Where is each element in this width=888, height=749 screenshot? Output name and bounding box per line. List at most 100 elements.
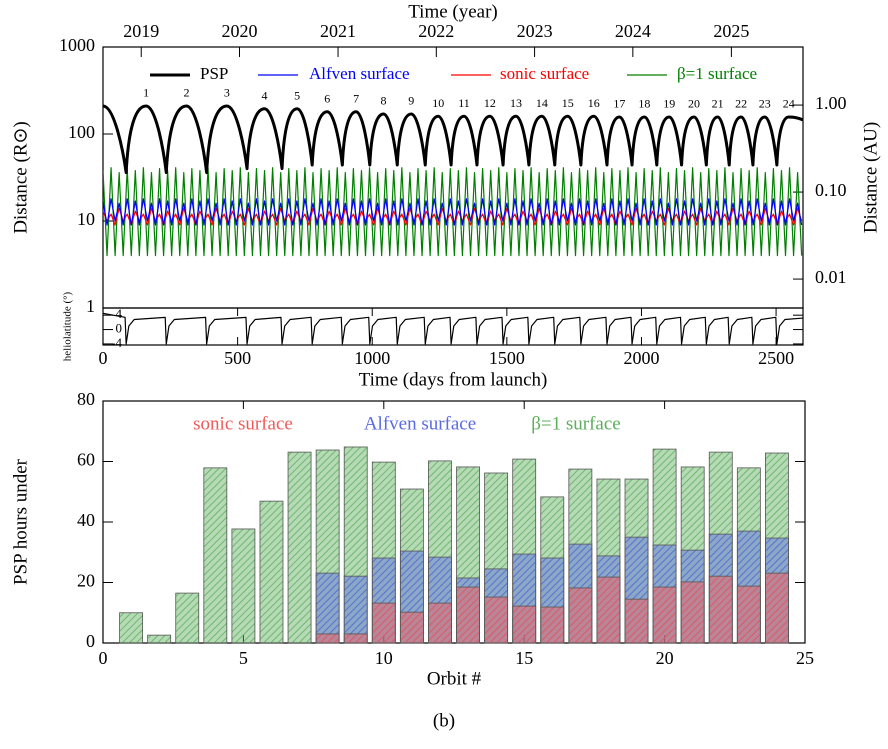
x-tick-label: 500 (224, 348, 251, 368)
orbit-number: 16 (588, 96, 600, 110)
plot-area (103, 312, 803, 345)
y-tick-label: 0 (86, 631, 95, 651)
x-tick-label: 5 (239, 648, 248, 668)
legend-label: PSP (200, 64, 228, 83)
x-axis-label: Orbit # (427, 668, 482, 689)
orbit-number: 11 (458, 96, 470, 110)
bar (765, 572, 789, 644)
bar (652, 586, 677, 644)
orbit-number: 13 (510, 96, 522, 110)
orbit-number: 8 (381, 94, 387, 108)
plot-area (103, 104, 803, 257)
orbit-number: 15 (562, 96, 574, 110)
bar (736, 585, 761, 644)
orbit-number: 23 (759, 97, 771, 111)
bar (203, 467, 228, 644)
orbit-number: 17 (613, 97, 625, 111)
heliolatitude-line (103, 312, 803, 345)
bar (315, 633, 340, 644)
orbit-number: 4 (262, 89, 268, 103)
bar (259, 500, 284, 644)
y-axis-label: PSP hours under (10, 458, 31, 585)
legend-label: sonic surface (500, 64, 589, 83)
bar (343, 633, 368, 644)
y-tick-label: 4 (116, 306, 123, 321)
y-tick-label: 1000 (59, 35, 95, 55)
bar (231, 528, 256, 644)
bar (287, 451, 312, 644)
orbit-number: 21 (712, 97, 724, 111)
bar (399, 611, 424, 644)
orbit-number: 18 (638, 97, 650, 111)
bar (484, 596, 509, 644)
y-tick-label: 40 (77, 510, 95, 530)
x2-tick-label: 2019 (123, 21, 159, 41)
bar (624, 598, 649, 644)
x2-tick-label: 2024 (615, 21, 651, 41)
y2-tick-label: 0.10 (815, 180, 847, 200)
x2-tick-label: 2020 (222, 21, 258, 41)
plot-frame (102, 307, 804, 346)
orbit-number: 14 (536, 96, 548, 110)
orbit-number: 12 (484, 96, 496, 110)
y-tick-label: 0 (116, 321, 123, 336)
bar (456, 586, 480, 644)
bar (540, 606, 565, 644)
y2-tick-label: 0.01 (815, 267, 847, 287)
legend-label: β=1 surface (677, 64, 757, 83)
orbit-number: 20 (688, 97, 700, 111)
orbit-number: 10 (432, 96, 444, 110)
orbit-number: 9 (408, 94, 414, 108)
bar (315, 572, 340, 644)
orbit-number: 3 (224, 86, 230, 100)
x-tick-label: 1500 (489, 348, 525, 368)
y-tick-label: -4 (111, 335, 122, 350)
x2-tick-label: 2022 (418, 21, 454, 41)
bar (568, 587, 593, 644)
caption: (b) (433, 710, 455, 731)
series-line (103, 104, 803, 175)
x-tick-label: 20 (656, 648, 674, 668)
y-axis-label: heliolatitude (°) (62, 291, 74, 361)
bar (119, 612, 143, 644)
series-line (103, 198, 803, 226)
bar (708, 575, 733, 644)
x-tick-label: 25 (796, 648, 814, 668)
orbit-number: 5 (294, 89, 300, 103)
x-tick-label: 2000 (623, 348, 659, 368)
y-tick-label: 60 (77, 450, 95, 470)
bar (371, 602, 396, 644)
x2-tick-label: 2025 (713, 21, 749, 41)
bar (428, 602, 452, 644)
bar (512, 605, 537, 644)
orbit-number: 6 (324, 92, 330, 106)
legend-label: Alfven surface (309, 64, 410, 83)
bar (680, 581, 705, 644)
y2-tick-label: 1.00 (815, 93, 847, 113)
bar (147, 634, 172, 644)
bar (596, 576, 621, 644)
legend-label: sonic surface (193, 413, 293, 434)
y-axis-label: Distance (R⊙) (10, 121, 31, 233)
y-tick-label: 10 (77, 209, 95, 229)
y-tick-label: 100 (68, 122, 95, 142)
orbit-number: 24 (783, 97, 795, 111)
y-tick-label: 80 (77, 389, 95, 409)
orbit-number: 7 (353, 92, 359, 106)
orbit-number: 19 (663, 97, 675, 111)
x2-tick-label: 2023 (517, 21, 553, 41)
legend-label: β=1 surface (531, 413, 620, 434)
x-axis-label: Time (days from launch) (359, 369, 548, 390)
x-tick-label: 10 (375, 648, 393, 668)
orbit-number: 2 (183, 86, 189, 100)
y2-axis-label: Distance (AU) (860, 122, 881, 233)
x-tick-label: 0 (99, 648, 108, 668)
bar (175, 592, 200, 644)
orbit-number: 1 (143, 86, 149, 100)
x-tick-label: 0 (99, 348, 108, 368)
orbit-number: 22 (735, 97, 747, 111)
x-tick-label: 15 (515, 648, 533, 668)
x2-axis-label: Time (year) (408, 1, 498, 22)
